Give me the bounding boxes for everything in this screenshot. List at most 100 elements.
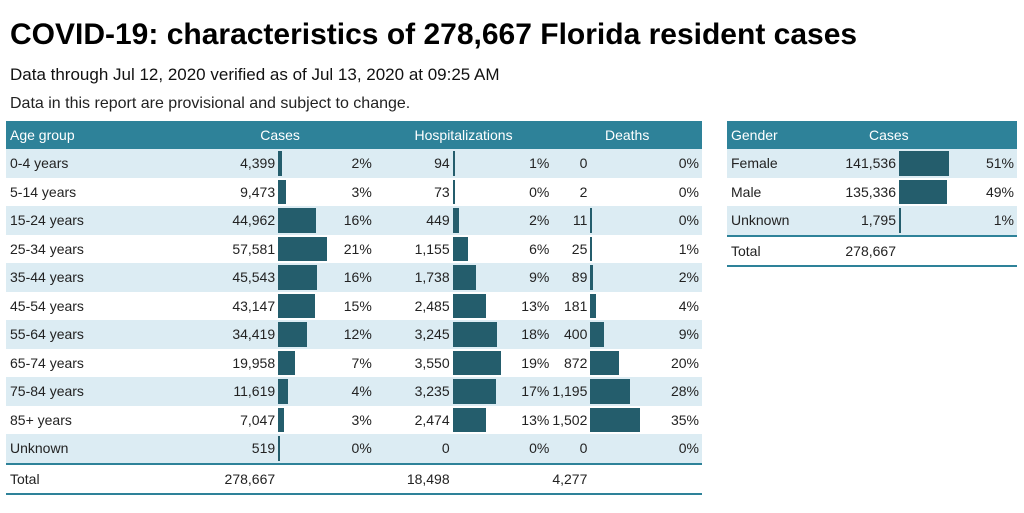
cases-value: 135,336 bbox=[817, 177, 899, 206]
cases-bar bbox=[278, 208, 317, 233]
cases-percent: 0% bbox=[332, 434, 375, 464]
hospitalizations-percent: 13% bbox=[502, 291, 553, 320]
hospitalizations-value: 1,738 bbox=[374, 263, 453, 292]
cases-percent: 21% bbox=[332, 234, 375, 263]
deaths-bar-cell bbox=[590, 405, 643, 434]
header-deaths: Deaths bbox=[552, 121, 702, 149]
cases-percent: 16% bbox=[332, 206, 375, 235]
cases-percent: 16% bbox=[332, 263, 375, 292]
cases-percent: 51% bbox=[964, 149, 1017, 178]
cases-bar bbox=[899, 151, 949, 176]
header-age-group: Age group bbox=[6, 121, 186, 149]
age-group-label: 65-74 years bbox=[6, 348, 186, 377]
hospitalizations-percent: 2% bbox=[502, 206, 553, 235]
hospitalizations-value: 73 bbox=[374, 177, 453, 206]
hospitalizations-bar-cell bbox=[452, 348, 503, 377]
hospitalizations-bar-cell bbox=[452, 234, 503, 263]
table-row: 0-4 years 4,399 2% 94 1% 0 0% bbox=[6, 149, 702, 178]
cases-value: 45,543 bbox=[185, 263, 279, 292]
cases-bar bbox=[899, 208, 901, 233]
table-row: 35-44 years 45,543 16% 1,738 9% 89 2% bbox=[6, 263, 702, 292]
deaths-value: 89 bbox=[552, 263, 591, 292]
hospitalizations-percent: 13% bbox=[502, 405, 553, 434]
cases-percent: 4% bbox=[332, 377, 375, 406]
header-cases: Cases bbox=[185, 121, 375, 149]
deaths-bar bbox=[590, 350, 620, 375]
deaths-percent: 0% bbox=[642, 177, 702, 206]
hospitalizations-percent: 18% bbox=[502, 320, 553, 349]
cases-value: 9,473 bbox=[185, 177, 279, 206]
cases-value: 1,795 bbox=[817, 206, 899, 236]
hospitalizations-value: 449 bbox=[374, 206, 453, 235]
hospitalizations-value: 3,550 bbox=[374, 348, 453, 377]
hospitalizations-bar bbox=[452, 151, 455, 176]
hospitalizations-bar-cell bbox=[452, 377, 503, 406]
deaths-percent: 0% bbox=[642, 206, 702, 235]
cases-value: 44,962 bbox=[185, 206, 279, 235]
deaths-bar bbox=[590, 236, 593, 261]
age-group-label: 5-14 years bbox=[6, 177, 186, 206]
cases-bar bbox=[278, 265, 317, 290]
hospitalizations-bar bbox=[452, 379, 497, 404]
table-row: 45-54 years 43,147 15% 2,485 13% 181 4% bbox=[6, 291, 702, 320]
deaths-bar-cell bbox=[590, 377, 643, 406]
hospitalizations-bar bbox=[452, 322, 497, 347]
total-label: Total bbox=[727, 234, 817, 267]
cases-bar-cell bbox=[278, 348, 333, 377]
cases-value: 7,047 bbox=[185, 405, 279, 434]
deaths-bar-cell bbox=[590, 263, 643, 292]
header-gender-cases: Cases bbox=[817, 121, 1017, 149]
hospitalizations-percent: 0% bbox=[502, 434, 553, 464]
cases-bar-cell bbox=[278, 177, 333, 206]
age-group-label: 45-54 years bbox=[6, 291, 186, 320]
cases-bar bbox=[278, 151, 282, 176]
cases-bar-cell bbox=[278, 434, 333, 464]
hospitalizations-percent: 0% bbox=[502, 177, 553, 206]
cases-bar bbox=[278, 293, 315, 318]
table-header-row: Gender Cases bbox=[727, 121, 1017, 149]
deaths-bar-cell bbox=[590, 234, 643, 263]
deaths-percent: 0% bbox=[642, 149, 702, 178]
hospitalizations-percent: 1% bbox=[502, 149, 553, 178]
cases-bar bbox=[278, 379, 289, 404]
table-row: 85+ years 7,047 3% 2,474 13% 1,502 35% bbox=[6, 405, 702, 434]
cases-bar bbox=[278, 436, 281, 461]
cases-bar-cell bbox=[278, 377, 333, 406]
cases-value: 57,581 bbox=[185, 234, 279, 263]
deaths-percent: 28% bbox=[642, 377, 702, 406]
gender-table: Gender Cases Female 141,536 51% Male 135,336… bbox=[727, 121, 1017, 267]
hospitalizations-bar bbox=[452, 407, 487, 432]
deaths-bar bbox=[590, 208, 593, 233]
header-gender: Gender bbox=[727, 121, 817, 149]
hospitalizations-percent: 9% bbox=[502, 263, 553, 292]
cases-bar bbox=[278, 407, 285, 432]
cases-bar-cell bbox=[278, 405, 333, 434]
cases-bar-cell bbox=[278, 149, 333, 178]
total-deaths: 4,277 bbox=[552, 462, 591, 495]
deaths-value: 181 bbox=[552, 291, 591, 320]
table-row: 65-74 years 19,958 7% 3,550 19% 872 20% bbox=[6, 348, 702, 377]
cases-percent: 15% bbox=[332, 291, 375, 320]
hospitalizations-value: 1,155 bbox=[374, 234, 453, 263]
cases-percent: 49% bbox=[964, 177, 1017, 206]
cases-bar-cell bbox=[278, 206, 333, 235]
hospitalizations-bar bbox=[452, 350, 501, 375]
deaths-bar bbox=[590, 265, 594, 290]
hospitalizations-bar bbox=[452, 179, 455, 204]
cases-percent: 3% bbox=[332, 177, 375, 206]
deaths-bar bbox=[590, 322, 604, 347]
total-label: Total bbox=[6, 462, 186, 495]
deaths-percent: 35% bbox=[642, 405, 702, 434]
deaths-value: 872 bbox=[552, 348, 591, 377]
age-group-table: Age group Cases Hospitalizations Deaths … bbox=[6, 121, 702, 495]
cases-bar-cell bbox=[278, 234, 333, 263]
hospitalizations-value: 2,474 bbox=[374, 405, 453, 434]
total-row: Total 278,667 18,498 4,277 bbox=[6, 462, 702, 495]
report-title: COVID-19: characteristics of 278,667 Flo… bbox=[10, 18, 858, 51]
hospitalizations-bar bbox=[452, 293, 487, 318]
table-row: 75-84 years 11,619 4% 3,235 17% 1,195 28% bbox=[6, 377, 702, 406]
cases-value: 34,419 bbox=[185, 320, 279, 349]
data-date-subtitle: Data through Jul 12, 2020 verified as of… bbox=[10, 65, 500, 84]
deaths-percent: 4% bbox=[642, 291, 702, 320]
deaths-value: 400 bbox=[552, 320, 591, 349]
